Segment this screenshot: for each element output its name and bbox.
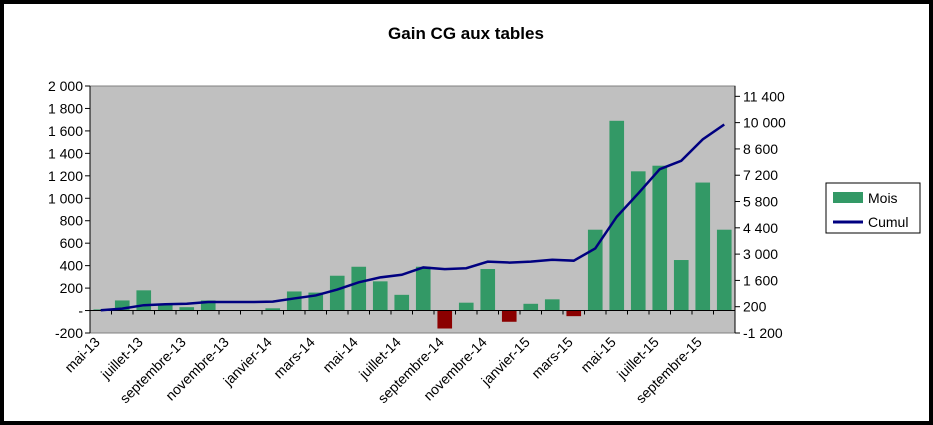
y2-tick-label: 3 000 — [743, 246, 778, 262]
bar — [286, 291, 302, 311]
bar — [114, 300, 130, 311]
y-tick-label: 800 — [60, 213, 84, 229]
y2-tick-label: 11 400 — [743, 88, 785, 104]
bar — [265, 308, 281, 311]
y-tick-label: -200 — [55, 325, 83, 341]
y2-tick-label: -1 200 — [743, 325, 783, 341]
y-tick-label: 1 000 — [48, 190, 83, 206]
bar — [523, 303, 539, 311]
y2-tick-label: 8 600 — [743, 141, 778, 157]
bar — [673, 260, 689, 311]
y-tick-label: 600 — [60, 235, 84, 251]
bar — [437, 310, 453, 329]
y-tick-label: 200 — [60, 280, 84, 296]
bar — [480, 269, 496, 311]
bar — [566, 310, 582, 317]
bar — [415, 266, 431, 311]
legend-swatch — [833, 192, 863, 203]
y2-tick-label: 10 000 — [743, 115, 786, 131]
chart-title: Gain CG aux tables — [388, 24, 544, 43]
bar — [136, 290, 152, 311]
bar — [329, 275, 345, 311]
y-tick-label: 1 200 — [48, 168, 83, 184]
legend-box — [825, 182, 921, 234]
y2-tick-label: 5 800 — [743, 194, 778, 210]
y2-tick-label: 7 200 — [743, 167, 778, 183]
bar — [544, 299, 560, 311]
line — [100, 123, 725, 312]
bar — [179, 307, 195, 311]
bar — [200, 300, 216, 311]
bar — [372, 281, 388, 311]
bar — [351, 266, 367, 311]
y2-tick-label: 1 600 — [743, 272, 778, 288]
legend-label: Cumul — [868, 214, 908, 230]
y2-tick-label: 200 — [743, 299, 767, 315]
y-tick-label: 1 400 — [48, 145, 83, 161]
bar — [630, 171, 646, 311]
bar — [716, 229, 732, 311]
bar — [652, 165, 668, 311]
bar — [157, 304, 173, 311]
y-tick-label: 400 — [60, 258, 84, 274]
y2-tick-label: 4 400 — [743, 220, 778, 236]
legend-label: Mois — [868, 190, 898, 206]
bar — [394, 294, 410, 311]
y-tick-label: - — [78, 303, 83, 319]
plot-area — [89, 85, 736, 334]
y-tick-label: 1 800 — [48, 100, 83, 116]
bar — [501, 310, 517, 322]
bar — [695, 182, 711, 311]
bar — [458, 302, 474, 311]
y-tick-label: 1 600 — [48, 123, 83, 139]
y-tick-label: 2 000 — [48, 78, 83, 94]
